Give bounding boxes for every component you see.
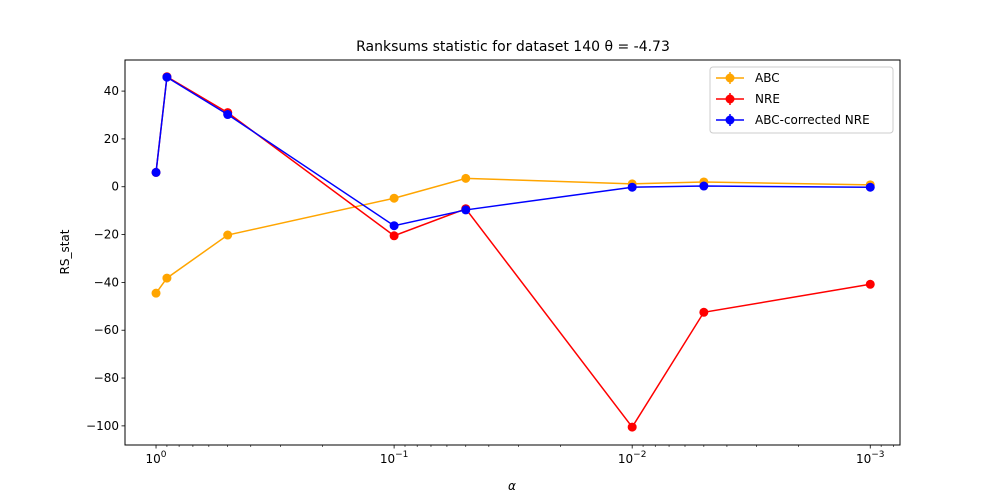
data-point bbox=[151, 288, 161, 298]
y-tick-label: 40 bbox=[104, 84, 119, 98]
data-point bbox=[223, 230, 233, 240]
y-tick-label: −40 bbox=[94, 275, 119, 289]
series-line bbox=[155, 177, 871, 294]
data-point bbox=[461, 205, 471, 215]
data-point bbox=[389, 193, 399, 203]
data-point bbox=[461, 173, 471, 183]
data-point bbox=[389, 231, 399, 241]
y-tick-label: −20 bbox=[94, 228, 119, 242]
x-tick-label: 10−3 bbox=[856, 450, 885, 466]
plot-area bbox=[151, 72, 875, 432]
y-tick-label: −60 bbox=[94, 323, 119, 337]
series-line bbox=[155, 75, 871, 227]
axes-frame bbox=[124, 59, 901, 446]
x-tick-label: 10−1 bbox=[380, 450, 409, 466]
y-axis-label: RS_stat bbox=[58, 229, 72, 274]
legend-label: ABC-corrected NRE bbox=[755, 113, 870, 127]
data-point bbox=[865, 279, 875, 289]
data-point bbox=[865, 182, 875, 192]
legend-label: ABC bbox=[755, 71, 780, 85]
data-point bbox=[389, 221, 399, 231]
x-tick-label: 100 bbox=[146, 450, 167, 466]
chart-title: Ranksums statistic for dataset 140 θ = -… bbox=[356, 39, 670, 55]
legend-label: NRE bbox=[755, 92, 780, 106]
y-tick-label: −80 bbox=[94, 371, 119, 385]
data-point bbox=[162, 273, 172, 283]
data-point bbox=[627, 422, 637, 432]
y-tick-label: 0 bbox=[111, 180, 119, 194]
y-tick-label: −100 bbox=[86, 419, 119, 433]
x-axis-label: α bbox=[508, 479, 516, 493]
y-tick-label: 20 bbox=[104, 132, 119, 146]
data-point bbox=[223, 110, 233, 120]
legend-box bbox=[709, 66, 894, 134]
data-point bbox=[699, 307, 709, 317]
data-point bbox=[151, 167, 161, 177]
x-tick-label: 10−2 bbox=[618, 450, 647, 466]
legend: ABC NRE ABC-corrected NRE bbox=[709, 66, 894, 134]
data-point bbox=[627, 182, 637, 192]
data-point bbox=[699, 181, 709, 191]
data-point bbox=[162, 72, 172, 82]
